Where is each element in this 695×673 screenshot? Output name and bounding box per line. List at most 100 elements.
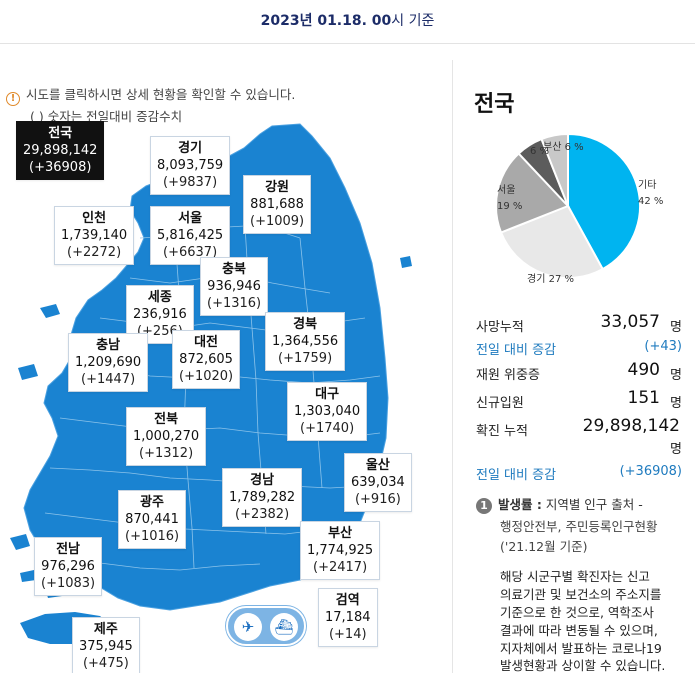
east-island bbox=[400, 256, 412, 268]
region-delta: (+1740) bbox=[300, 421, 355, 436]
region-national[interactable]: 전국 29,898,142 (+36908) bbox=[16, 121, 105, 180]
stat-label: 전일 대비 증감 bbox=[476, 343, 557, 358]
region-name: 부산 bbox=[328, 526, 353, 541]
region-name: 전국 bbox=[48, 126, 73, 141]
region-delta: (+1016) bbox=[125, 529, 180, 544]
region-name: 강원 bbox=[265, 180, 290, 195]
region-gyeongnam[interactable]: 경남 1,789,282 (+2382) bbox=[222, 468, 303, 527]
pie-pct-small: 6 % bbox=[530, 146, 550, 157]
note-source-date: ('21.12월 기준) bbox=[500, 539, 588, 554]
region-value: 1,789,282 bbox=[229, 490, 296, 505]
region-value: 881,688 bbox=[250, 197, 304, 212]
stat-value: 33,057 bbox=[600, 312, 660, 332]
note-body-line: 발생현황과 상이할 수 있습니다. bbox=[500, 658, 666, 673]
stat-unit: 명 bbox=[670, 320, 682, 335]
region-gangwon[interactable]: 강원 881,688 (+1009) bbox=[243, 175, 312, 234]
region-daejeon[interactable]: 대전 872,605 (+1020) bbox=[172, 330, 241, 389]
region-gyeongbuk[interactable]: 경북 1,364,556 (+1759) bbox=[265, 312, 346, 371]
region-delta: (+2382) bbox=[235, 507, 290, 522]
region-delta: (+1020) bbox=[179, 369, 234, 384]
region-name: 서울 bbox=[178, 211, 203, 226]
region-value: 29,898,142 bbox=[23, 143, 98, 158]
basis-date-value: 2023년 01.18. 00 bbox=[260, 13, 392, 29]
region-value: 1,364,556 bbox=[272, 334, 339, 349]
note-title: 1 발생률 : 지역별 인구 출처 - bbox=[476, 494, 643, 514]
region-delta: (+1312) bbox=[139, 446, 194, 461]
pie-label-gyeonggi: 경기 27 % bbox=[527, 274, 574, 285]
region-seoul[interactable]: 서울 5,816,425 (+6637) bbox=[150, 206, 231, 265]
region-value: 872,605 bbox=[179, 352, 233, 367]
note-body-line: 기준으로 한 것으로, 역학조사 bbox=[500, 605, 654, 620]
region-delta: (+1083) bbox=[41, 576, 96, 591]
region-value: 976,296 bbox=[41, 559, 95, 574]
note-title-bold: 발생률 : bbox=[498, 497, 542, 512]
pie-label-seoul: 서울 bbox=[497, 185, 516, 196]
region-value: 1,000,270 bbox=[133, 429, 200, 444]
region-value: 236,916 bbox=[133, 307, 187, 322]
region-delta: (+916) bbox=[354, 492, 401, 507]
region-name: 광주 bbox=[140, 495, 165, 510]
region-daegu[interactable]: 대구 1,303,040 (+1740) bbox=[287, 382, 368, 441]
region-jeju[interactable]: 제주 375,945 (+475) bbox=[72, 617, 140, 673]
stat-label: 사망누적 bbox=[476, 320, 524, 335]
region-value: 870,441 bbox=[125, 512, 179, 527]
stat-label: 전일 대비 증감 bbox=[476, 468, 557, 483]
stat-unit: 명 bbox=[670, 442, 682, 457]
west-islands bbox=[40, 304, 60, 318]
note-body-line: 지자체에서 발표하는 코로나19 bbox=[500, 641, 662, 656]
info-circle-icon: ! bbox=[6, 92, 20, 106]
stat-unit: 명 bbox=[670, 368, 682, 383]
region-quarantine[interactable]: 검역 17,184 (+14) bbox=[318, 588, 378, 647]
stat-delta: (+43) bbox=[644, 339, 682, 354]
quarantine-transport-button[interactable]: ✈ ⛴ bbox=[226, 606, 306, 646]
region-delta: (+1447) bbox=[81, 372, 136, 387]
note-number-badge: 1 bbox=[476, 498, 492, 514]
pie-label-etc: 기타 bbox=[638, 180, 657, 191]
region-value: 1,739,140 bbox=[61, 228, 128, 243]
region-name: 경남 bbox=[250, 473, 275, 488]
notice-text: 시도를 클릭하시면 상세 현황을 확인할 수 있습니다. bbox=[26, 87, 296, 102]
region-delta: (+2417) bbox=[313, 560, 368, 575]
region-delta: (+475) bbox=[82, 656, 129, 671]
ship-icon: ⛴ bbox=[270, 613, 298, 641]
region-delta: (+9837) bbox=[163, 175, 218, 190]
notice-sub-text: ( ) 숫자는 전일대비 증감수치 bbox=[30, 109, 183, 124]
map-notice: ! 시도를 클릭하시면 상세 현황을 확인할 수 있습니다. bbox=[6, 84, 295, 106]
stat-value: 151 bbox=[627, 388, 660, 408]
region-name: 경기 bbox=[178, 141, 203, 156]
region-ulsan[interactable]: 울산 639,034 (+916) bbox=[344, 453, 412, 512]
region-busan[interactable]: 부산 1,774,925 (+2417) bbox=[300, 521, 381, 580]
region-name: 검역 bbox=[335, 593, 360, 608]
region-name: 전남 bbox=[56, 542, 81, 557]
note-body-line: 결과에 따라 변동될 수 있으며, bbox=[500, 623, 658, 638]
region-incheon[interactable]: 인천 1,739,140 (+2272) bbox=[54, 206, 135, 265]
pie-slice-etc bbox=[567, 132, 641, 271]
region-value: 375,945 bbox=[79, 639, 133, 654]
pie-slice-seoul bbox=[495, 152, 570, 234]
panel-title: 전국 bbox=[474, 92, 515, 117]
region-delta: (+1759) bbox=[278, 351, 333, 366]
region-delta: (+1009) bbox=[250, 214, 305, 229]
region-name: 충북 bbox=[222, 262, 247, 277]
pie-pct-etc: 42 % bbox=[638, 196, 664, 207]
airplane-icon: ✈ bbox=[234, 613, 262, 641]
stat-label: 재원 위중증 bbox=[476, 368, 540, 383]
region-name: 충남 bbox=[96, 338, 121, 353]
panel-divider bbox=[452, 60, 453, 673]
region-jeonnam[interactable]: 전남 976,296 (+1083) bbox=[34, 537, 103, 596]
region-name: 대전 bbox=[194, 335, 219, 350]
region-gwangju[interactable]: 광주 870,441 (+1016) bbox=[118, 490, 187, 549]
region-chungbuk[interactable]: 충북 936,946 (+1316) bbox=[200, 257, 269, 316]
region-name: 인천 bbox=[82, 211, 107, 226]
region-value: 639,034 bbox=[351, 475, 405, 490]
region-gyeonggi[interactable]: 경기 8,093,759 (+9837) bbox=[150, 136, 231, 195]
region-value: 8,093,759 bbox=[157, 158, 224, 173]
top-bar: 2023년 01.18. 00시 기준 bbox=[0, 0, 695, 44]
region-value: 1,774,925 bbox=[307, 543, 374, 558]
region-jeonbuk[interactable]: 전북 1,000,270 (+1312) bbox=[126, 407, 207, 466]
region-delta: (+6637) bbox=[163, 245, 218, 260]
region-share-pie bbox=[495, 132, 641, 279]
region-delta: (+256) bbox=[136, 324, 183, 339]
region-name: 대구 bbox=[315, 387, 340, 402]
region-chungnam[interactable]: 충남 1,209,690 (+1447) bbox=[68, 333, 149, 392]
